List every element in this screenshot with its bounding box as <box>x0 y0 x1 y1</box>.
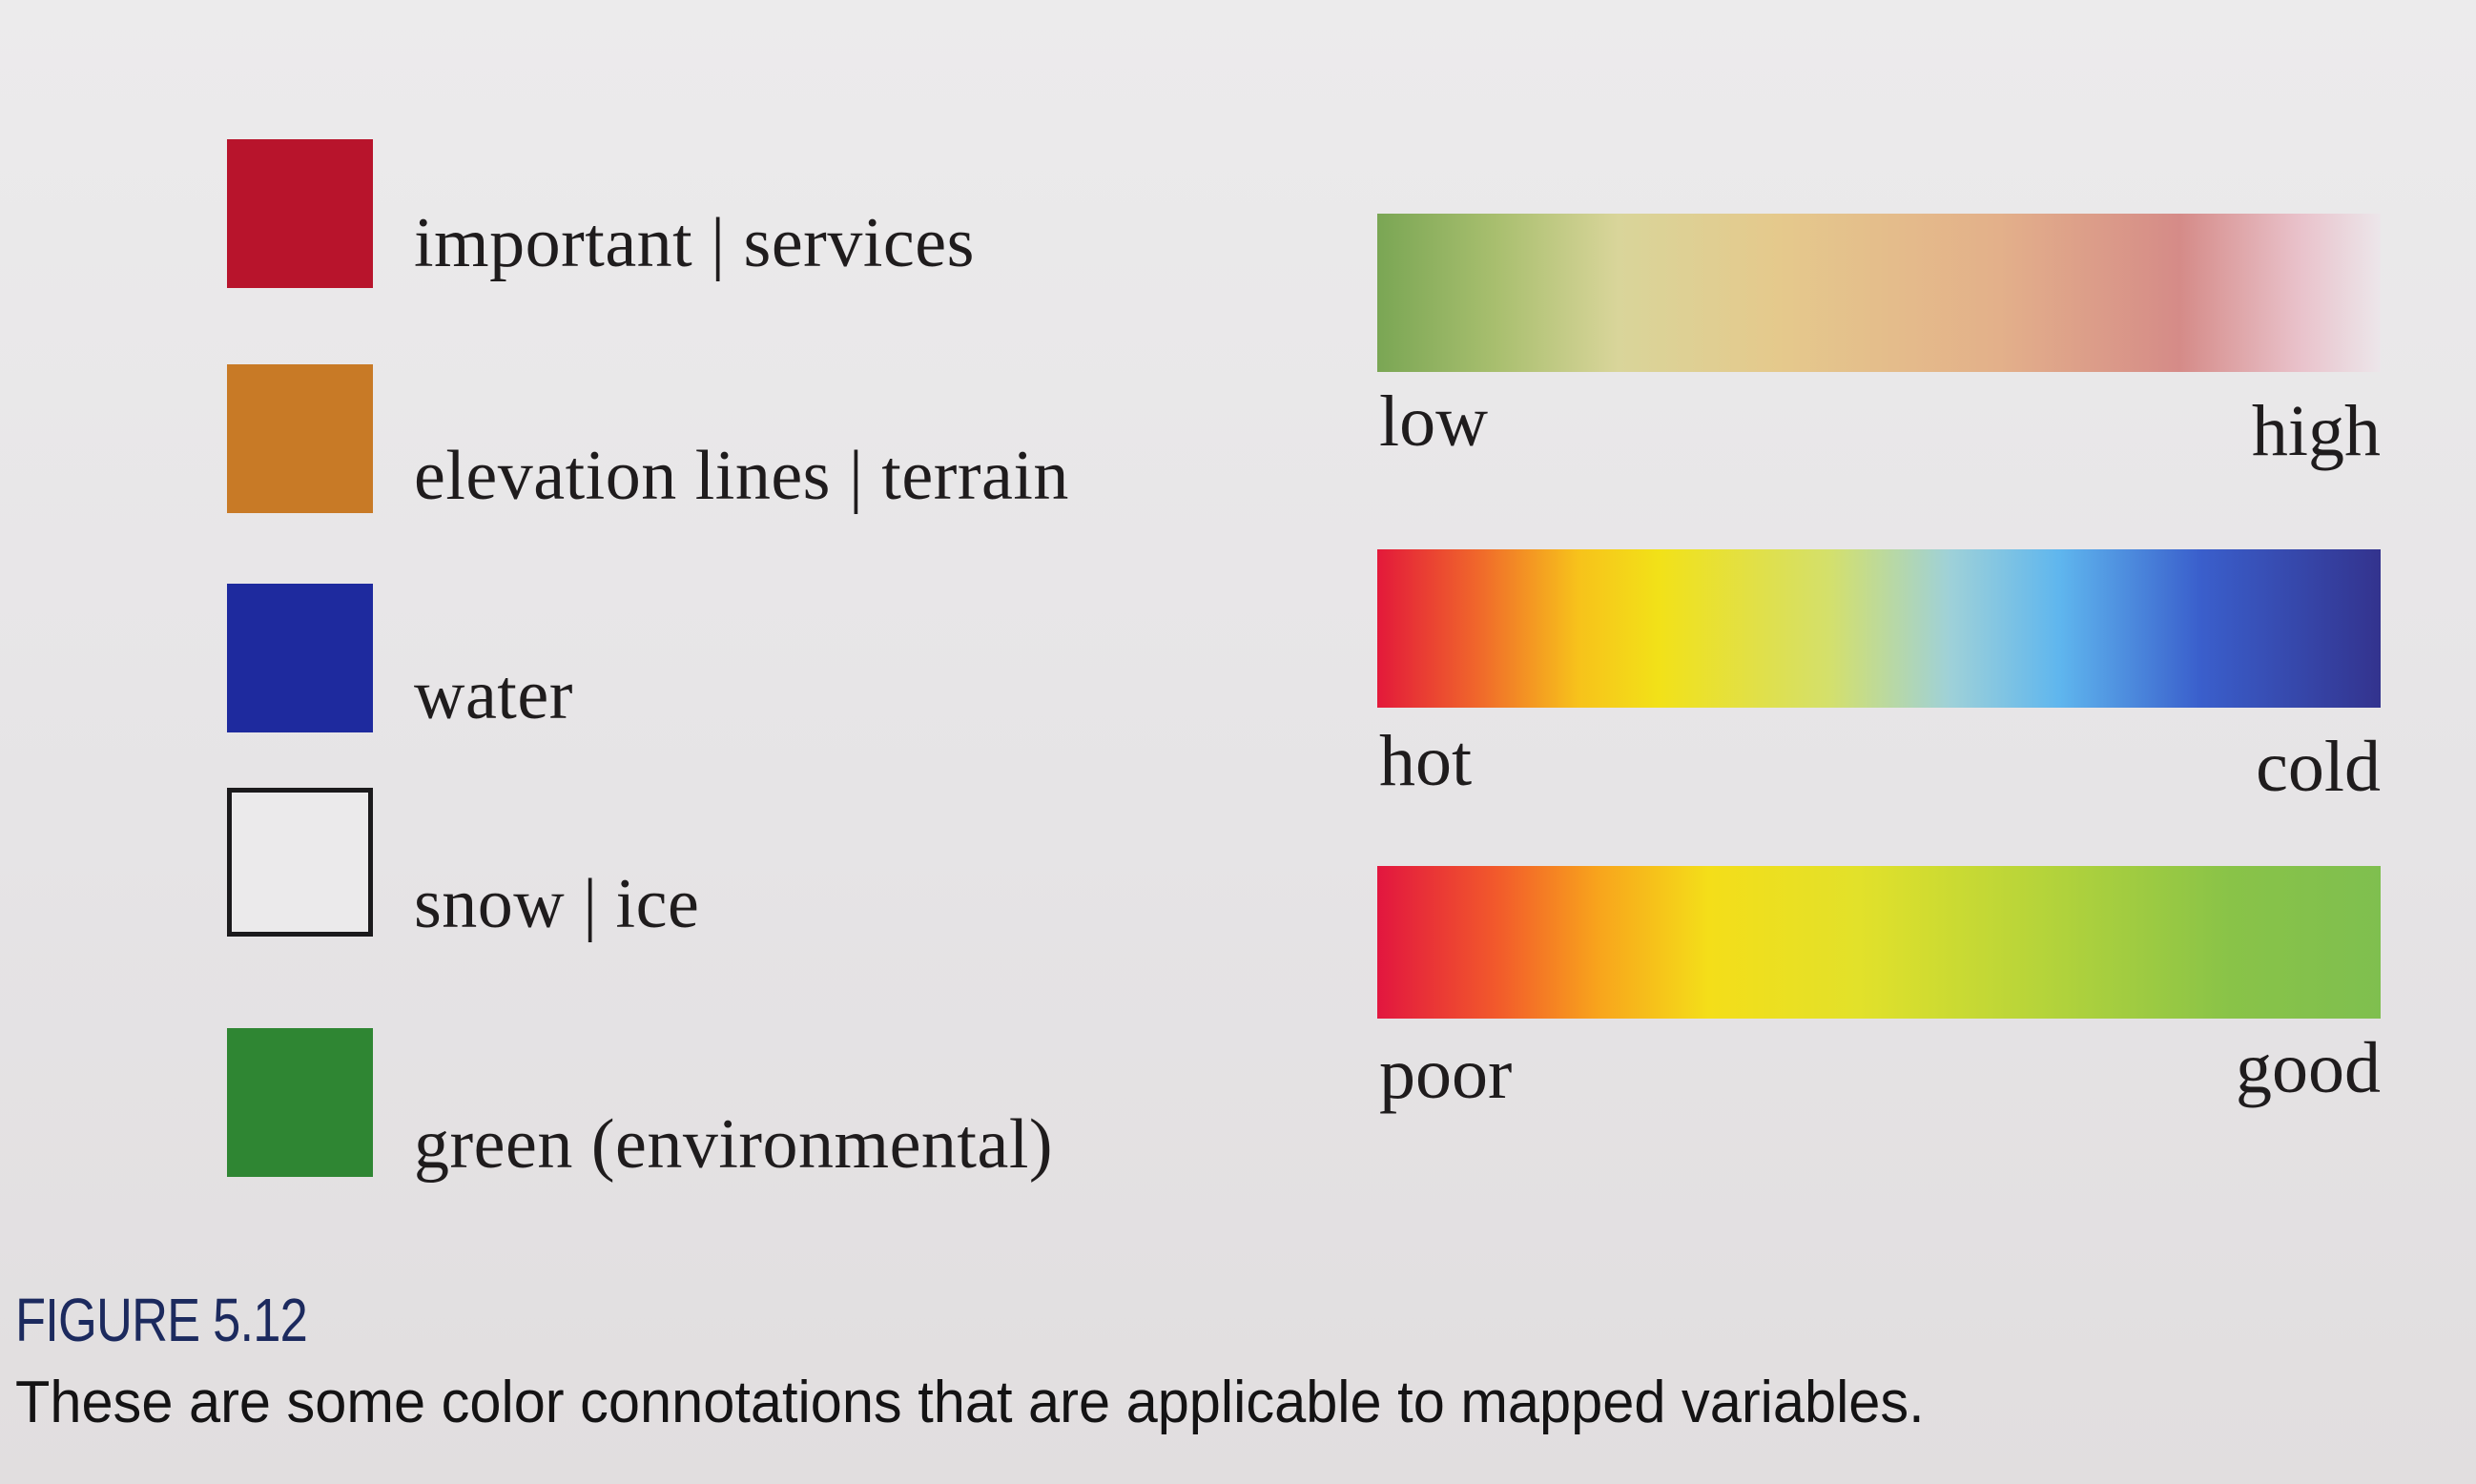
scale-high-label: cold <box>2256 727 2381 807</box>
legend-item-snow: snow | ice <box>227 788 1085 940</box>
legend-label: snow | ice <box>414 865 700 943</box>
figure-caption: These are some color connotations that a… <box>15 1370 1925 1435</box>
color-swatch-white <box>227 788 373 937</box>
legend-item-important: important | services <box>227 139 1085 292</box>
scale-high-label: high <box>2251 391 2381 471</box>
legend-label: water <box>414 656 573 734</box>
legend-item-green: green (environmental) <box>227 1028 1085 1181</box>
color-swatch-red <box>227 139 373 288</box>
color-swatch-green <box>227 1028 373 1177</box>
color-swatch-brown <box>227 364 373 513</box>
legend-label: elevation lines | terrain <box>414 437 1069 515</box>
scale-low-label: hot <box>1379 721 1473 801</box>
scale-low-label: low <box>1379 381 1488 462</box>
legend-item-elevation: elevation lines | terrain <box>227 364 1085 517</box>
gradient-bar <box>1377 214 2381 372</box>
scale-high-label: good <box>2236 1028 2381 1108</box>
legend-label: green (environmental) <box>414 1105 1054 1184</box>
gradient-bar <box>1377 549 2381 708</box>
legend-label: important | services <box>414 204 975 282</box>
scale-low-label: poor <box>1379 1034 1513 1114</box>
color-swatch-blue <box>227 584 373 732</box>
gradient-bar <box>1377 866 2381 1019</box>
figure-number: FIGURE 5.12 <box>15 1286 308 1354</box>
legend-item-water: water <box>227 584 1085 736</box>
